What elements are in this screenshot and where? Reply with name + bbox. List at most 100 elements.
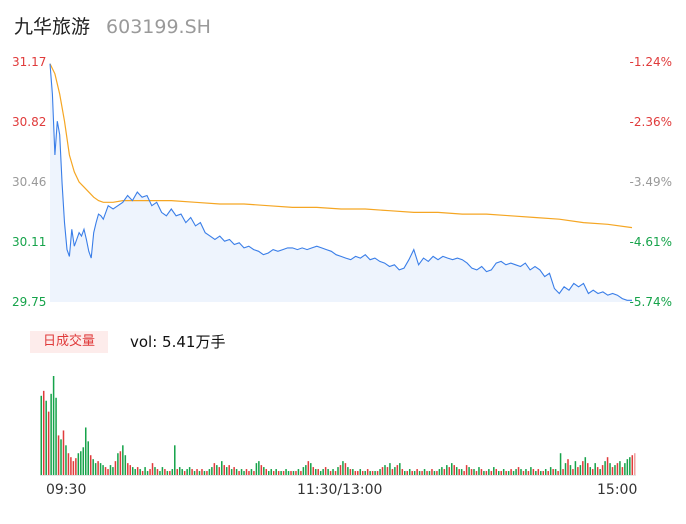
volume-bar bbox=[77, 453, 80, 475]
volume-bar bbox=[57, 435, 60, 475]
volume-bar bbox=[483, 471, 485, 475]
volume-bar bbox=[386, 467, 389, 475]
volume-bar bbox=[332, 469, 334, 475]
price-tick-label: 30.46 bbox=[12, 175, 47, 189]
volume-bar bbox=[352, 469, 354, 475]
volume-bar bbox=[324, 467, 327, 475]
time-axis-label: 11:30/13:00 bbox=[297, 482, 383, 498]
volume-bar bbox=[557, 471, 559, 475]
volume-bar bbox=[176, 469, 179, 475]
volume-bar bbox=[589, 467, 592, 475]
volume-bar bbox=[436, 471, 438, 475]
volume-bar bbox=[52, 376, 55, 475]
volume-bar bbox=[250, 469, 253, 475]
volume-bar bbox=[458, 469, 460, 475]
volume-bar bbox=[559, 453, 562, 475]
volume-bar bbox=[342, 461, 344, 475]
volume-bar bbox=[577, 467, 579, 475]
volume-bar bbox=[579, 465, 582, 475]
volume-bar bbox=[542, 471, 545, 475]
volume-bar bbox=[406, 471, 408, 475]
volume-bar bbox=[297, 469, 300, 475]
volume-bar bbox=[149, 469, 151, 475]
volume-bar bbox=[366, 469, 369, 475]
volume-bar bbox=[624, 463, 626, 475]
volume-bar bbox=[201, 469, 203, 475]
volume-bar bbox=[510, 469, 512, 475]
stock-code: 603199.SH bbox=[106, 16, 211, 38]
volume-bar bbox=[522, 471, 525, 475]
price-tick-label: 31.17 bbox=[12, 55, 47, 69]
stock-header: 九华旅游 603199.SH bbox=[14, 12, 211, 40]
volume-bar bbox=[327, 469, 329, 475]
volume-bar bbox=[196, 469, 198, 475]
volume-bar bbox=[94, 463, 97, 475]
volume-bar bbox=[413, 471, 416, 475]
volume-tag[interactable]: 日成交量 bbox=[30, 331, 108, 353]
volume-bar bbox=[404, 471, 406, 475]
percent-tick-label: -1.24% bbox=[629, 55, 672, 69]
stock-name: 九华旅游 bbox=[14, 16, 91, 38]
volume-bar bbox=[339, 465, 342, 475]
volume-bar bbox=[525, 469, 527, 475]
percent-tick-label: -4.61% bbox=[629, 235, 672, 249]
volume-bar bbox=[211, 467, 213, 475]
time-axis-label: 09:30 bbox=[46, 482, 87, 498]
volume-bar bbox=[221, 461, 223, 475]
volume-bar bbox=[181, 469, 183, 475]
volume-bar bbox=[629, 457, 631, 475]
volume-bar bbox=[55, 397, 57, 475]
volume-bar bbox=[280, 471, 282, 475]
volume-bar bbox=[619, 461, 621, 475]
volume-bar bbox=[438, 469, 441, 475]
volume-bar bbox=[97, 461, 99, 475]
volume-bar bbox=[527, 471, 530, 475]
volume-bar bbox=[329, 471, 332, 475]
volume-bar bbox=[334, 471, 337, 475]
volume-readout: vol: 5.41万手 bbox=[130, 333, 226, 351]
volume-bar bbox=[626, 459, 629, 475]
volume-bar bbox=[75, 458, 77, 475]
volume-bar bbox=[305, 465, 307, 475]
volume-bar bbox=[505, 471, 507, 475]
volume-bar bbox=[401, 469, 404, 475]
volume-bar bbox=[171, 469, 174, 475]
volume-bar bbox=[213, 463, 216, 475]
volume-bar bbox=[537, 469, 540, 475]
volume-bar bbox=[188, 467, 191, 475]
volume-bar bbox=[92, 459, 94, 475]
volume-bar bbox=[240, 469, 243, 475]
volume-bar bbox=[515, 469, 517, 475]
volume-bar bbox=[389, 463, 391, 475]
volume-bar bbox=[418, 471, 421, 475]
volume-bar bbox=[354, 471, 357, 475]
volume-bar bbox=[169, 471, 171, 475]
volume-bar bbox=[206, 471, 208, 475]
volume-bar bbox=[248, 471, 250, 475]
volume-bar bbox=[391, 469, 394, 475]
volume-bar bbox=[421, 471, 423, 475]
volume-bar bbox=[500, 471, 502, 475]
volume-bar bbox=[277, 471, 280, 475]
volume-bar bbox=[408, 469, 411, 475]
volume-bar bbox=[253, 471, 255, 475]
volume-bar bbox=[161, 467, 164, 475]
average-price-line bbox=[49, 63, 633, 229]
volume-bar bbox=[520, 469, 522, 475]
volume-bar bbox=[67, 453, 70, 475]
percent-tick-label: -5.74% bbox=[629, 295, 672, 309]
volume-bar bbox=[616, 463, 619, 475]
volume-bar bbox=[446, 465, 448, 475]
volume-bar bbox=[433, 471, 436, 475]
volume-bar bbox=[441, 467, 443, 475]
volume-bar bbox=[50, 393, 52, 475]
volume-bar bbox=[166, 471, 169, 475]
volume-bar bbox=[485, 471, 488, 475]
volume-bar bbox=[127, 463, 129, 475]
volume-bar bbox=[475, 471, 478, 475]
volume-bar bbox=[587, 463, 589, 475]
volume-bar bbox=[465, 465, 468, 475]
volume-bar bbox=[159, 471, 161, 475]
volume-bar bbox=[502, 469, 505, 475]
